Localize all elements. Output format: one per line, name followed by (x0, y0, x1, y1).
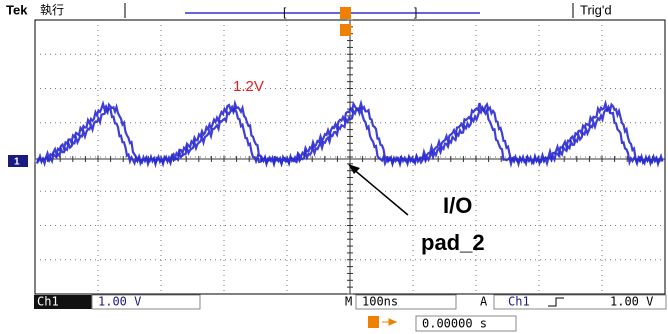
volts-per-div: 1.00 V (98, 295, 141, 309)
channel-marker: 1 (14, 157, 20, 168)
background (0, 0, 668, 334)
run-mode: 執行 (40, 3, 64, 17)
trigger-position-marker (340, 7, 351, 19)
annotation-line1: I/O (443, 193, 472, 218)
time-prefix: M (345, 295, 352, 309)
trigger-prefix: A (480, 295, 488, 309)
trigger-source: Ch1 (508, 295, 530, 309)
bracket: ] (414, 5, 417, 19)
trigger-level: 1.00 V (610, 295, 653, 309)
peak-label: 1.2V (233, 78, 264, 95)
trigger-position: 0.00000 s (422, 317, 487, 331)
time-per-div: 100ns (362, 295, 398, 309)
page: Tek 執行 [ ] Trig'd 1 1.2V I/O pad_2 Ch1 1… (0, 0, 668, 334)
trigger-marker (340, 24, 351, 36)
trigger-pos-icon (368, 316, 379, 328)
annotation-line2: pad_2 (421, 230, 485, 255)
channel: Ch1 (37, 295, 59, 309)
brand: Tek (6, 2, 28, 17)
trigger-status: Trig'd (580, 2, 612, 17)
oscilloscope-screenshot: Tek 執行 [ ] Trig'd 1 1.2V I/O pad_2 Ch1 1… (0, 0, 668, 334)
